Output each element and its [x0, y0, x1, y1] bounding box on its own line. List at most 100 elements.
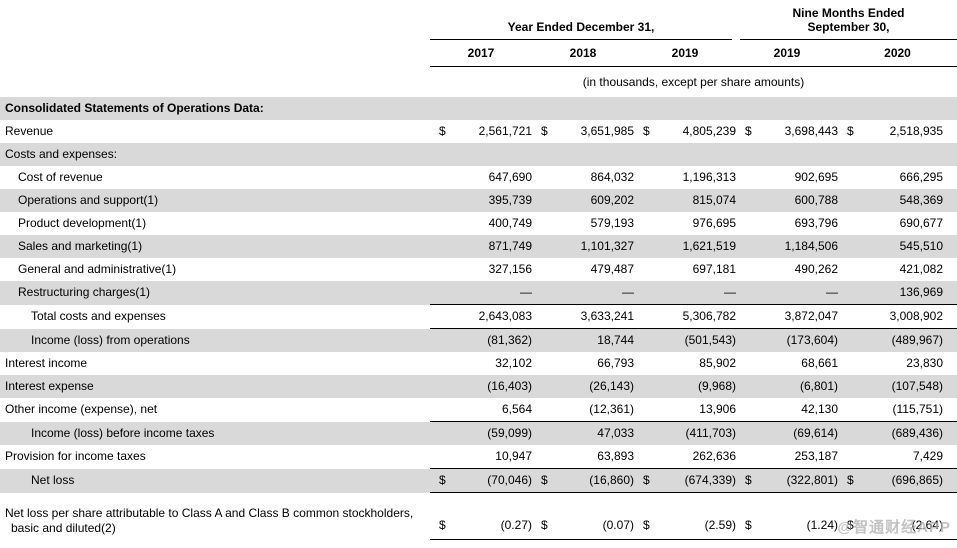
value-cell: 1,196,313 [682, 170, 736, 184]
row-label: Net loss [0, 469, 430, 493]
row-label-text: Restructuring charges(1) [18, 285, 151, 300]
value-cell: (674,339) [656, 468, 736, 493]
currency-cell [532, 166, 554, 189]
value-cell: (6,801) [799, 379, 838, 393]
value-cell: 66,793 [597, 356, 634, 370]
currency-cell [736, 235, 758, 258]
currency-cell [532, 258, 554, 281]
currency-cell [634, 97, 656, 120]
value-cell: 490,262 [794, 262, 838, 276]
currency-cell: $ [736, 468, 758, 493]
table-row: Interest expense (16,403) (26,143) (9,968) (… [0, 375, 957, 398]
currency-cell [532, 189, 554, 212]
value-cell: 85,902 [699, 356, 736, 370]
currency-cell [430, 143, 452, 166]
currency-cell [838, 329, 860, 353]
currency-cell [736, 166, 758, 189]
value-cell: 3,633,241 [554, 304, 634, 329]
value-cell: 1,621,519 [682, 239, 736, 253]
value-cell: 23,830 [906, 356, 943, 370]
currency-cell [838, 235, 860, 258]
row-label-text: Operations and support(1) [18, 193, 159, 207]
currency-cell [430, 212, 452, 235]
currency-cell [532, 235, 554, 258]
value-cell: 548,369 [899, 193, 943, 207]
value-cell: 7,429 [860, 445, 957, 469]
value-cell: (489,967) [891, 333, 943, 347]
row-label-text: Sales and marketing(1) [18, 239, 143, 253]
currency-cell [532, 352, 554, 375]
value-cell: 63,893 [554, 445, 634, 469]
currency-cell [430, 422, 452, 446]
table-row: General and administrative(1) 327,156 479,… [0, 258, 957, 281]
currency-cell: $ [541, 124, 548, 138]
table-row: Operations and support(1) 395,739 609,202 8… [0, 189, 957, 212]
value-cell: 3,651,985 [580, 124, 634, 138]
value-cell: 609,202 [590, 193, 634, 207]
value-cell: 68,661 [801, 356, 838, 370]
row-label: General and administrative(1) [0, 258, 430, 281]
value-cell: 2,561,721 [478, 124, 532, 138]
currency-cell [430, 445, 452, 469]
currency-cell [430, 304, 452, 329]
currency-cell [532, 97, 554, 120]
currency-cell: $ [430, 468, 452, 493]
value-cell: 3,008,902 [860, 304, 957, 329]
year-column-2019: 2019 [634, 40, 736, 67]
table-row: Sales and marketing(1) 871,749 1,101,327 1,… [0, 235, 957, 258]
row-label: Product development(1) [0, 212, 430, 235]
value-cell: 697,181 [692, 262, 736, 276]
row-label-text: Net loss [31, 473, 75, 487]
table-row: Provision for income taxes 10,947 63,893 26… [0, 445, 957, 469]
currency-cell [532, 304, 554, 329]
value-cell: 976,695 [692, 216, 736, 230]
currency-cell [634, 235, 656, 258]
value-cell: 400,749 [488, 216, 532, 230]
row-label-text: Consolidated Statements of Operations Da… [5, 101, 264, 115]
value-cell: 600,788 [794, 193, 838, 207]
value-cell [452, 143, 532, 166]
currency-cell [532, 375, 554, 398]
currency-cell: $ [634, 492, 656, 540]
table-row: Net loss $ (70,046) $ (16,860) $ (674,339) $ (32… [0, 468, 957, 493]
value-cell: 479,487 [590, 262, 634, 276]
currency-cell [634, 212, 656, 235]
table-row: Consolidated Statements of Operations Da… [0, 97, 957, 120]
value-cell: (9,968) [697, 379, 736, 393]
value-cell: 395,739 [488, 193, 532, 207]
value-cell: 2,518,935 [889, 124, 943, 138]
value-cell: — [554, 281, 634, 305]
value-cell: 1,184,506 [784, 239, 838, 253]
currency-cell [736, 97, 758, 120]
currency-cell [634, 398, 656, 422]
currency-cell: $ [532, 468, 554, 493]
value-cell [554, 97, 634, 120]
table-row: Costs and expenses: [0, 143, 957, 166]
value-cell: 647,690 [488, 170, 532, 184]
currency-cell [736, 304, 758, 329]
currency-cell [838, 189, 860, 212]
row-label-text: Net loss per share attributable to Class… [5, 505, 414, 520]
value-cell: 545,510 [899, 239, 943, 253]
row-label: Income (loss) before income taxes [0, 422, 430, 446]
value-cell: 871,749 [488, 239, 532, 253]
group-header-year-ended-label: Year Ended December 31, [430, 20, 732, 40]
currency-cell [838, 375, 860, 398]
value-cell: (16,860) [554, 468, 634, 493]
group-header-year-ended: Year Ended December 31, [430, 0, 736, 40]
value-cell: 13,906 [656, 398, 736, 422]
value-cell: 10,947 [452, 445, 532, 469]
row-label-text: Income (loss) from operations [31, 332, 190, 347]
currency-cell [838, 398, 860, 422]
row-label: Cost of revenue [0, 166, 430, 189]
value-cell: 3,698,443 [784, 124, 838, 138]
value-cell: (26,143) [589, 379, 634, 393]
row-label-text: Revenue [5, 124, 54, 138]
value-cell: 136,969 [860, 281, 957, 305]
table-row: Income (loss) before income taxes (59,099… [0, 421, 957, 446]
year-column-2019-nine-months: 2019 [736, 40, 838, 67]
year-column-2017: 2017 [430, 40, 532, 67]
value-cell: 815,074 [692, 193, 736, 207]
row-label-text: Cost of revenue [18, 170, 103, 184]
value-cell: (322,801) [758, 468, 838, 493]
